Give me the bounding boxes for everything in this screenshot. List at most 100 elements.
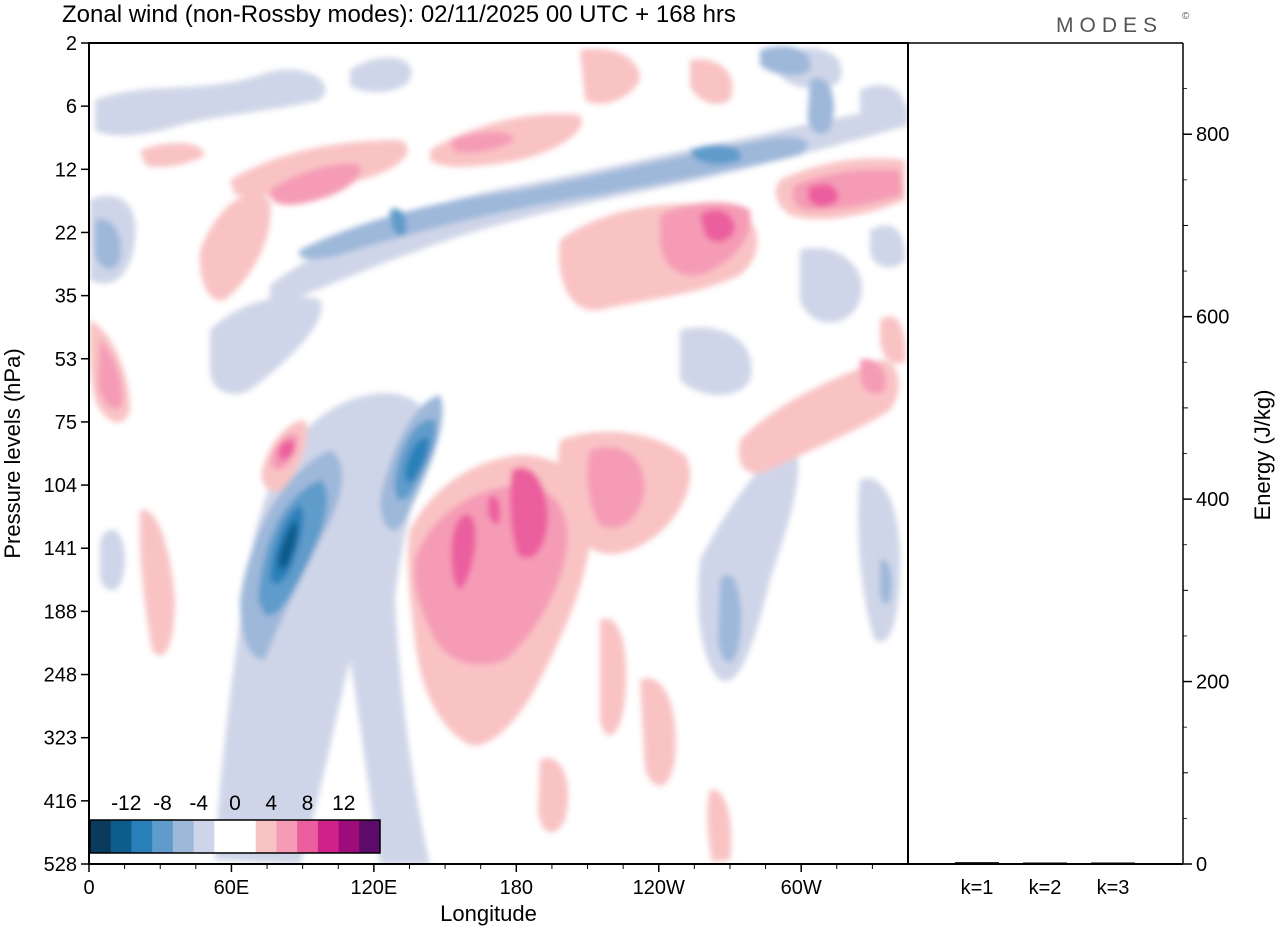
- y-tick-label: 416: [44, 791, 77, 813]
- pos-core-strong-5: [808, 183, 839, 207]
- energy-x-tick-label: k=1: [961, 877, 994, 899]
- neg-band-mid-7: [879, 559, 892, 604]
- colorbar-swatch: [90, 820, 112, 853]
- colorbar-swatch: [152, 820, 174, 853]
- colorbar-label: 8: [302, 792, 314, 815]
- neg-band-light-5: [680, 327, 752, 395]
- y-tick-label: 528: [44, 854, 77, 876]
- y-tick-label: 323: [44, 728, 77, 750]
- copyright-mark: ©: [1182, 11, 1190, 22]
- pos-band-light-17: [640, 678, 676, 787]
- y-tick-label: 75: [55, 412, 77, 434]
- y-tick-label: 188: [44, 601, 77, 623]
- x-tick-label: 60W: [781, 877, 822, 899]
- y-tick-label: 53: [55, 349, 77, 371]
- neg-band-light-11: [860, 85, 905, 124]
- neg-band-light-13: [100, 529, 125, 591]
- neg-band-mid-5: [807, 78, 834, 134]
- colorbar-label: 4: [265, 792, 277, 815]
- x-tick-label: 0: [83, 877, 94, 899]
- neg-band-light-14: [210, 296, 322, 394]
- colorbar-label: 12: [332, 792, 355, 815]
- neg-band-light-9: [350, 57, 412, 92]
- axes: 0 60E 120E 180 120W 60W Longitude 2 6 12 22 35 53 75 1…: [0, 33, 909, 926]
- neg-core-max-3: [404, 437, 429, 483]
- energy-y-tick-label: 600: [1196, 307, 1229, 329]
- y-tick-label: 35: [55, 286, 77, 308]
- colorbar-swatch: [172, 820, 195, 853]
- pos-band-light-14: [538, 758, 569, 833]
- energy-y-tick-label: 0: [1196, 854, 1207, 876]
- colorbar-swatch: [214, 820, 236, 853]
- pos-core-strong-2: [510, 467, 548, 559]
- energy-panel: 0 200 400 600 800 k=1 k=2 k=3 Energy (J/kg): [908, 42, 1275, 899]
- neg-band-mid-8: [760, 46, 811, 76]
- y-tick-label: 12: [55, 159, 77, 181]
- y-tick-label: 22: [55, 222, 77, 244]
- pos-band-light-7: [199, 194, 271, 301]
- colorbar-label: -8: [153, 792, 172, 815]
- colorbar-swatch: [338, 820, 360, 853]
- pos-core-strong-3: [278, 439, 295, 461]
- y-axis-label: Pressure levels (hPa): [0, 348, 25, 558]
- neg-core-strong-4: [390, 208, 407, 237]
- neg-band-light-8: [858, 478, 900, 642]
- energy-bar: [1023, 862, 1067, 864]
- x-tick-label: 180: [500, 877, 533, 899]
- energy-y-tick-label: 200: [1196, 672, 1229, 694]
- neg-band-mid-4: [718, 574, 742, 663]
- y-tick-label: 2: [66, 33, 77, 55]
- pos-band-light-15: [707, 789, 732, 862]
- pos-band-light-10: [580, 48, 640, 104]
- colorbar-label: -4: [189, 792, 208, 815]
- neg-core-max-2: [278, 520, 298, 570]
- x-axis-label: Longitude: [440, 901, 537, 926]
- neg-band-light-3: [95, 69, 326, 136]
- pos-core-strong-1: [451, 514, 476, 590]
- neg-band-mid-6: [95, 219, 121, 270]
- chart-title: Zonal wind (non-Rossby modes): 02/11/202…: [62, 1, 736, 28]
- x-tick-label: 120E: [351, 877, 398, 899]
- neg-band-light-12: [870, 225, 905, 268]
- wind-field: [89, 43, 908, 864]
- neg-band-light-2: [215, 392, 430, 864]
- colorbar-swatch: [193, 820, 215, 853]
- x-tick-label: 120W: [633, 877, 685, 899]
- colorbar-swatch: [276, 820, 298, 853]
- colorbar-swatch: [235, 820, 257, 853]
- modes-logo: MODES: [1056, 14, 1163, 37]
- colorbar-label: 0: [229, 792, 241, 815]
- pos-band-mid-2: [587, 446, 645, 529]
- pos-band-mid-9: [450, 131, 515, 153]
- pos-band-mid-8: [860, 359, 886, 395]
- y-tick-label: 6: [66, 96, 77, 118]
- pos-band-light-16: [140, 143, 205, 167]
- pos-band-light-18: [880, 316, 906, 364]
- neg-band-light-6: [800, 248, 862, 323]
- colorbar: -12 -8 -4 0 4 8 12: [89, 792, 381, 854]
- pos-band-light-13: [600, 618, 627, 736]
- pos-band-light-12: [139, 509, 175, 656]
- energy-x-tick-label: k=3: [1097, 877, 1130, 899]
- pos-band-light-11: [690, 59, 733, 105]
- pos-band-light-3: [738, 360, 899, 474]
- colorbar-swatch: [255, 820, 277, 853]
- energy-y-tick-label: 400: [1196, 489, 1229, 511]
- colorbar-swatch: [317, 820, 340, 853]
- neg-band-mid-1: [299, 136, 808, 260]
- energy-axis-label: Energy (J/kg): [1250, 390, 1275, 521]
- pos-core-strong-4: [700, 210, 735, 242]
- energy-bar: [1091, 862, 1135, 864]
- y-tick-label: 248: [44, 665, 77, 687]
- y-tick-label: 141: [44, 538, 77, 560]
- main-plot-frame: [88, 42, 909, 865]
- x-tick-label: 60E: [214, 877, 250, 899]
- colorbar-swatch: [131, 820, 153, 853]
- pos-band-mid-7: [98, 340, 123, 409]
- contour-regions: [89, 46, 908, 864]
- y-tick-label: 104: [44, 475, 77, 497]
- colorbar-swatch: [297, 820, 319, 853]
- colorbar-swatch: [359, 820, 381, 853]
- colorbar-frame: [89, 819, 381, 854]
